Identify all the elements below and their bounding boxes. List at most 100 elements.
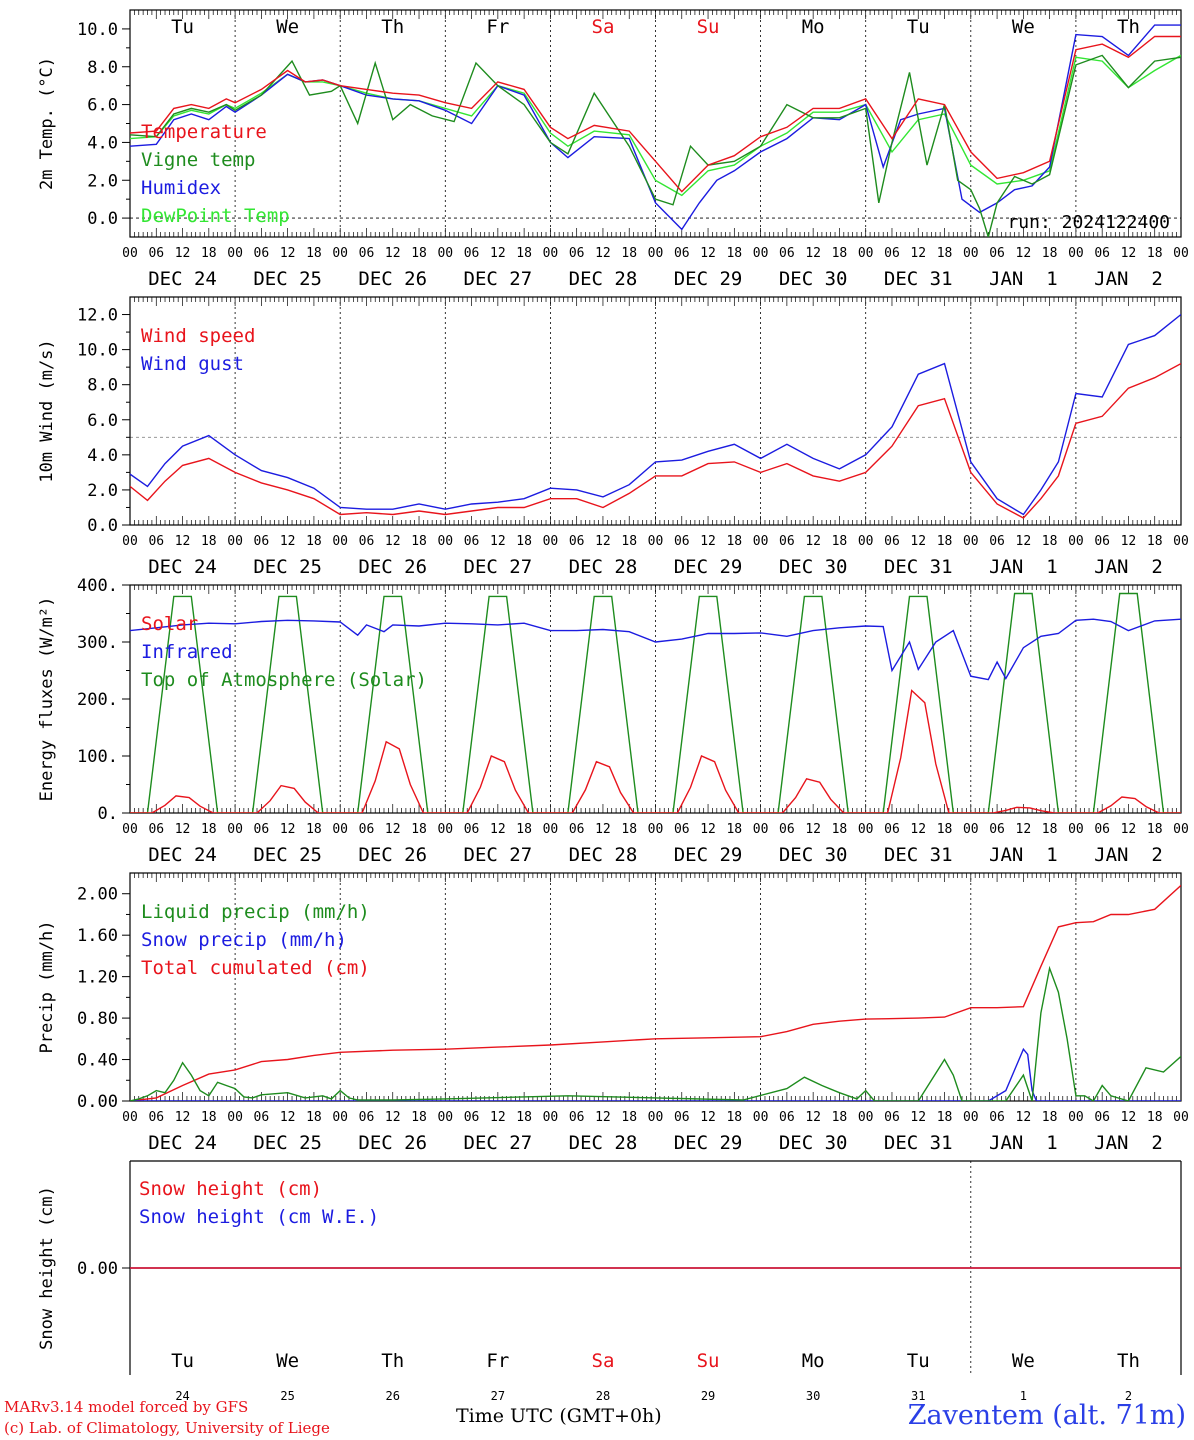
legend-entry: Solar xyxy=(141,613,198,635)
hour-label: 12 xyxy=(280,534,296,549)
hour-label: 06 xyxy=(674,246,690,261)
legend-entry: Snow precip (mm/h) xyxy=(141,929,347,951)
hour-label: 18 xyxy=(621,822,637,837)
legend-entry: Total cumulated (cm) xyxy=(141,957,370,979)
date-label: DEC 30 xyxy=(779,268,848,290)
hour-label: 12 xyxy=(490,822,506,837)
hour-label: 18 xyxy=(201,822,217,837)
y-tick-label: 6.0 xyxy=(87,96,118,116)
y-tick-label: 10.0 xyxy=(77,20,118,40)
day-number-label: 2 xyxy=(1125,1389,1132,1403)
hour-label: 18 xyxy=(306,822,322,837)
day-name-label: Mo xyxy=(802,16,825,38)
hour-label: 18 xyxy=(937,822,953,837)
hour-label: 00 xyxy=(963,822,979,837)
hour-label: 06 xyxy=(884,246,900,261)
date-label: DEC 30 xyxy=(779,844,848,866)
y-tick-label: 6.0 xyxy=(87,411,118,431)
hour-label: 12 xyxy=(175,1110,191,1125)
date-label: DEC 30 xyxy=(779,1132,848,1154)
station-name: Zaventem (alt. 71m) xyxy=(907,1400,1186,1431)
hour-label: 00 xyxy=(858,822,874,837)
hour-label: 12 xyxy=(805,1110,821,1125)
hour-label: 18 xyxy=(1042,822,1058,837)
hour-label: 00 xyxy=(858,246,874,261)
legend-entry: Wind speed xyxy=(141,325,255,347)
hour-label: 00 xyxy=(753,822,769,837)
hour-label: 06 xyxy=(779,1110,795,1125)
y-axis-label: Precip (mm/h) xyxy=(37,920,57,1053)
hour-label: 06 xyxy=(464,534,480,549)
hour-label: 18 xyxy=(306,246,322,261)
hour-label: 06 xyxy=(1094,534,1110,549)
hour-label: 18 xyxy=(516,246,532,261)
date-label: JAN 1 xyxy=(989,268,1058,290)
date-label: JAN 2 xyxy=(1094,844,1163,866)
hour-label: 12 xyxy=(910,1110,926,1125)
y-tick-label: 2.00 xyxy=(77,885,118,905)
y-tick-label: 12.0 xyxy=(77,306,118,326)
hour-label: 00 xyxy=(858,534,874,549)
hour-label: 06 xyxy=(1094,1110,1110,1125)
y-axis-label: Energy fluxes (W/m²) xyxy=(37,597,57,802)
date-label: DEC 28 xyxy=(569,1132,638,1154)
hour-label: 12 xyxy=(175,534,191,549)
legend-entry: Wind gust xyxy=(141,353,244,375)
legend-entry: Temperature xyxy=(141,121,267,143)
hour-label: 06 xyxy=(464,1110,480,1125)
date-label: DEC 29 xyxy=(674,556,743,578)
hour-label: 18 xyxy=(201,246,217,261)
date-label: DEC 27 xyxy=(464,556,533,578)
hour-label: 06 xyxy=(674,534,690,549)
date-label: DEC 25 xyxy=(253,268,322,290)
hour-label: 00 xyxy=(437,822,453,837)
hour-label: 06 xyxy=(254,1110,270,1125)
hour-label: 00 xyxy=(648,822,664,837)
hour-label: 12 xyxy=(910,246,926,261)
date-label: JAN 1 xyxy=(989,556,1058,578)
hour-label: 12 xyxy=(910,534,926,549)
hour-label: 00 xyxy=(1173,246,1189,261)
hour-label: 12 xyxy=(595,534,611,549)
hour-label: 00 xyxy=(1068,246,1084,261)
date-label: DEC 27 xyxy=(464,1132,533,1154)
hour-label: 12 xyxy=(280,246,296,261)
y-tick-label: 0.0 xyxy=(87,209,118,229)
hour-label: 12 xyxy=(805,822,821,837)
series-line xyxy=(130,362,1181,519)
day-name-label: Tu xyxy=(907,16,930,38)
y-tick-label: 8.0 xyxy=(87,376,118,396)
hour-label: 12 xyxy=(280,1110,296,1125)
hour-label: 12 xyxy=(385,534,401,549)
hour-label: 00 xyxy=(1068,822,1084,837)
hour-label: 00 xyxy=(753,534,769,549)
hour-label: 06 xyxy=(569,1110,585,1125)
hour-label: 12 xyxy=(490,534,506,549)
date-label: DEC 27 xyxy=(464,268,533,290)
date-label: DEC 25 xyxy=(253,844,322,866)
legend-entry: Vigne temp xyxy=(141,149,255,171)
y-tick-label: 200. xyxy=(77,690,118,710)
hour-label: 00 xyxy=(1173,1110,1189,1125)
day-number-label: 28 xyxy=(596,1389,610,1403)
hour-label: 18 xyxy=(937,246,953,261)
time-axis-label: Time UTC (GMT+0h) xyxy=(456,1405,662,1427)
date-label: DEC 31 xyxy=(884,268,953,290)
hour-label: 18 xyxy=(1147,246,1163,261)
date-label: DEC 24 xyxy=(148,556,217,578)
y-tick-label: 0.00 xyxy=(77,1259,118,1279)
hour-label: 00 xyxy=(437,534,453,549)
day-name-label: Mo xyxy=(802,1350,825,1372)
day-name-label: Th xyxy=(381,1350,404,1372)
legend-entry: Top of Atmosphere (Solar) xyxy=(141,669,427,691)
hour-label: 06 xyxy=(254,822,270,837)
hour-label: 18 xyxy=(201,534,217,549)
hour-label: 12 xyxy=(700,534,716,549)
hour-label: 00 xyxy=(1173,822,1189,837)
hour-label: 00 xyxy=(753,246,769,261)
legend-entry: Snow height (cm) xyxy=(139,1178,322,1200)
hour-label: 12 xyxy=(1121,1110,1137,1125)
hour-label: 00 xyxy=(227,822,243,837)
hour-label: 06 xyxy=(569,246,585,261)
